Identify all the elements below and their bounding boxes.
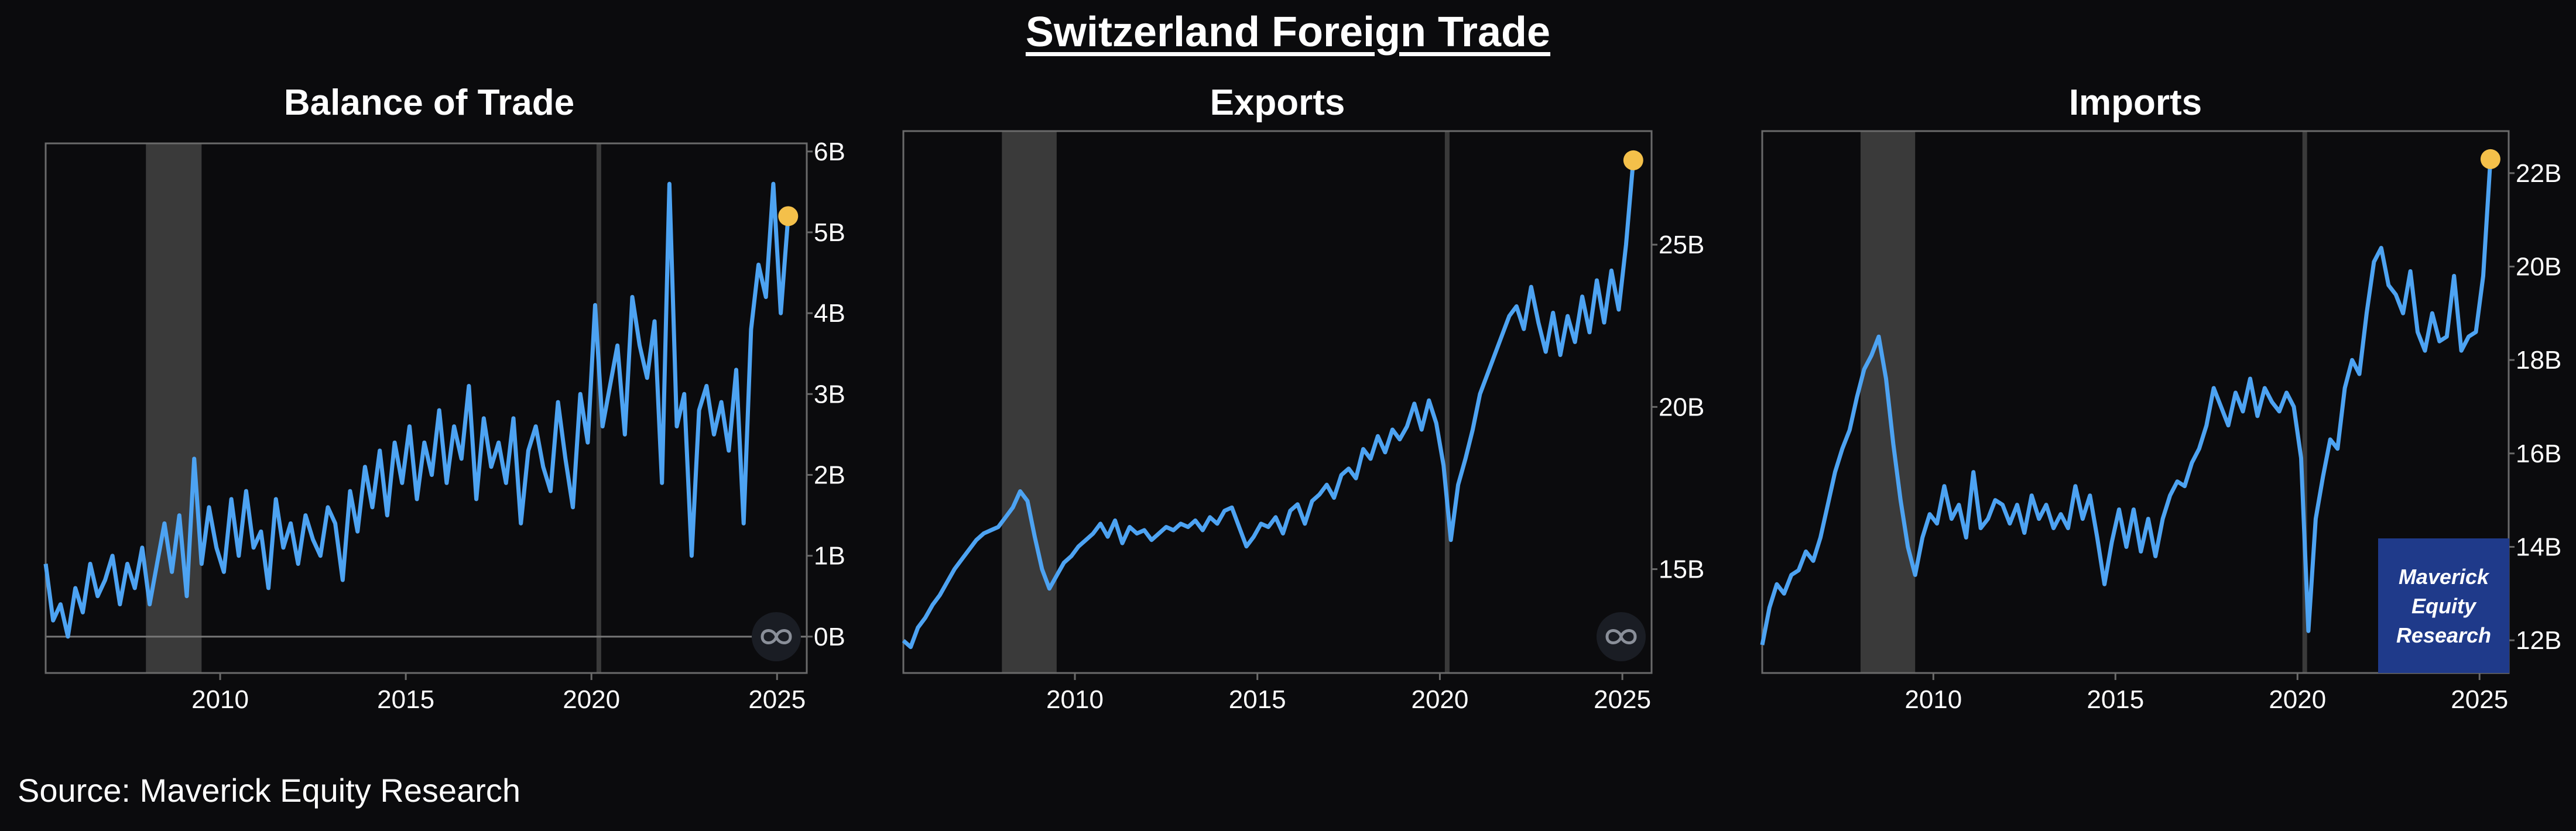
- last-value-marker: [778, 206, 799, 226]
- y-tick-label: 22B: [2516, 159, 2561, 188]
- y-tick-label: 18B: [2516, 346, 2561, 375]
- watermark-box: [2378, 538, 2509, 673]
- watermark-text: Research: [2396, 623, 2491, 647]
- x-tick-label: 2015: [2087, 685, 2144, 714]
- source-note: Source: Maverick Equity Research: [18, 772, 521, 809]
- series-line: [902, 160, 1636, 650]
- watermark-text: Equity: [2411, 594, 2477, 618]
- infinity-icon: [1605, 629, 1637, 644]
- y-tick-label: 4B: [814, 299, 845, 328]
- plot-frame: [902, 130, 1653, 674]
- chart-title-exports: Exports: [1210, 83, 1345, 123]
- x-tick-label: 2010: [1046, 685, 1104, 714]
- y-tick-label: 6B: [814, 138, 845, 166]
- x-tick-label: 2025: [1594, 685, 1651, 714]
- recession-band: [1002, 131, 1057, 673]
- y-tick-label: 5B: [814, 218, 845, 247]
- y-tick-label: 16B: [2516, 439, 2561, 468]
- plot-frame: [44, 142, 808, 674]
- watermark-text: Maverick: [2399, 565, 2490, 589]
- plot-frame: [1761, 130, 2510, 674]
- x-tick-label: 2020: [2269, 685, 2326, 714]
- x-tick-label: 2015: [377, 685, 434, 714]
- y-tick-label: 20B: [2516, 253, 2561, 281]
- series-line: [43, 181, 790, 639]
- y-tick-label: 1B: [814, 542, 845, 571]
- series-line: [1760, 159, 2493, 645]
- y-tick-label: 15B: [1659, 555, 1704, 584]
- x-tick-label: 2015: [1229, 685, 1286, 714]
- chart-title-imports: Imports: [2068, 83, 2202, 123]
- x-tick-label: 2025: [748, 685, 806, 714]
- y-tick-label: 12B: [2516, 626, 2561, 655]
- chart-imports: 2010 2015 2020 2025 12B 14B 16B 18B 20B 22B Maveri…: [1760, 130, 2561, 714]
- infinity-icon: [761, 629, 792, 644]
- x-tick-label: 2025: [2451, 685, 2508, 714]
- x-tick-label: 2020: [1411, 685, 1468, 714]
- x-tick-label: 2020: [563, 685, 620, 714]
- chart-balance: 2010 2015 2020 2025 0B 1B 2B 3B 4B 5B 6B: [43, 138, 845, 714]
- y-tick-label: 2B: [814, 461, 845, 489]
- chart-exports: 2010 2015 2020 2025 15B 20B 25B: [902, 130, 1704, 714]
- y-tick-label: 25B: [1659, 231, 1704, 259]
- last-value-marker: [1623, 150, 1643, 170]
- y-tick-label: 20B: [1659, 393, 1704, 421]
- recession-band: [146, 143, 202, 673]
- y-tick-label: 0B: [814, 623, 845, 651]
- chart-title-balance-of-trade: Balance of Trade: [283, 83, 575, 123]
- x-tick-label: 2010: [191, 685, 249, 714]
- y-tick-label: 3B: [814, 380, 845, 408]
- last-value-marker: [2480, 149, 2500, 169]
- x-tick-label: 2010: [1904, 685, 1962, 714]
- y-tick-label: 14B: [2516, 533, 2561, 561]
- main-title: Switzerland Foreign Trade: [1025, 9, 1551, 56]
